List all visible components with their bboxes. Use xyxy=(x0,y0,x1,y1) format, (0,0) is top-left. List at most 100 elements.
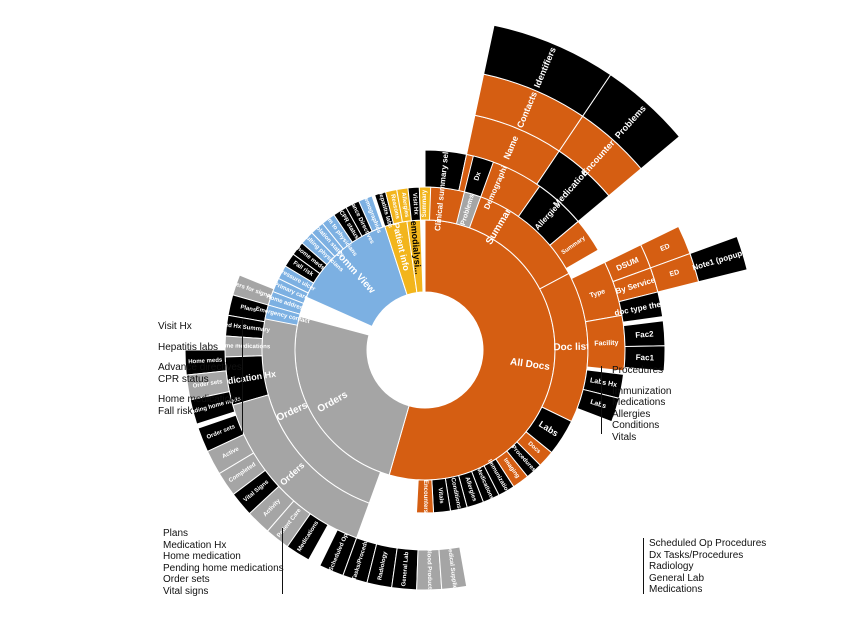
left-list-item: Vital signs xyxy=(163,585,209,597)
sunburst-segment: Fac1 xyxy=(623,345,666,372)
left-list-bottom: Plans Medication Hx Home medication Pend… xyxy=(163,528,284,597)
right-list-item: Dx Tasks/Procedures xyxy=(649,549,744,561)
segment-label: Doc list xyxy=(553,342,590,354)
segment-arc xyxy=(345,200,373,237)
sunburst-segment: Facility xyxy=(584,314,626,372)
segment-label: Medical Supplies xyxy=(446,544,458,594)
right-list-item: Radiology xyxy=(649,561,694,572)
segment-label: Home meds xyxy=(188,358,223,366)
segment-arc xyxy=(358,195,384,232)
segment-arc xyxy=(366,543,398,589)
right-list-item: Medications xyxy=(649,584,703,595)
segment-arc xyxy=(321,214,353,250)
segment-arc xyxy=(292,242,328,275)
sunburst-segment: Medical Supplies xyxy=(438,544,468,594)
sunburst-segment: doc type the... xyxy=(614,291,668,323)
segment-arc xyxy=(248,485,295,532)
sunburst-segment: Problems xyxy=(581,74,681,170)
segment-arc xyxy=(301,232,336,266)
segment-label: Vitals xyxy=(436,487,444,504)
segment-arc xyxy=(272,277,309,305)
segment-label: Summary xyxy=(422,189,428,217)
left-list-item: Pending home medications xyxy=(163,562,284,574)
segment-arc xyxy=(197,414,245,453)
segment-arc xyxy=(415,479,435,514)
sunburst-segment: Note1 (popup) xyxy=(689,235,748,283)
segment-label: Allergies xyxy=(400,192,410,219)
segment-arc xyxy=(264,304,301,326)
sunburst-segment: General Lab xyxy=(391,547,419,591)
segment-label: Dx xyxy=(473,171,482,182)
segment-arc xyxy=(438,546,468,590)
left-list-item: Home medications xyxy=(158,394,241,405)
sunburst-segment: Medications xyxy=(286,513,329,561)
segment-arc xyxy=(581,74,681,170)
sunburst-hub xyxy=(367,292,483,408)
right-list-item: Medications xyxy=(612,397,666,408)
segment-arc xyxy=(689,235,748,283)
left-list-item: Home medication xyxy=(163,551,241,562)
segment-label: Labs Hx xyxy=(589,377,617,389)
sunburst-segment: Radiology xyxy=(366,543,398,589)
segment-label: Reasons xyxy=(389,194,400,220)
sunburst-segment: Problems xyxy=(455,191,482,229)
segment-label: Encounters xyxy=(422,480,428,514)
sunburst-segment: Labs xyxy=(576,388,620,423)
segment-arc xyxy=(549,220,599,270)
segment-arc xyxy=(267,290,305,315)
sunburst-segment: Med Hx Summary xyxy=(219,314,271,340)
sunburst-segment: Pending home meds xyxy=(183,390,242,425)
segment-arc xyxy=(185,370,230,401)
sunburst-segment: Activity xyxy=(248,485,295,532)
left-list-item: Advance directives xyxy=(158,362,242,373)
segment-label: Type xyxy=(589,288,606,300)
sunburst-segment: Blood Products xyxy=(416,548,443,593)
segment-arc xyxy=(189,390,236,425)
segment-label: Plans xyxy=(240,304,258,314)
segment-arc xyxy=(284,253,321,284)
left-top-bracket xyxy=(236,320,243,434)
segment-arc xyxy=(618,291,664,323)
segment-arc xyxy=(286,513,329,561)
segment-arc xyxy=(218,452,266,496)
sunburst-segment: Orders xyxy=(232,394,370,539)
segment-arc xyxy=(463,155,495,198)
segment-label: Home medications xyxy=(217,343,271,350)
segment-arc xyxy=(232,469,280,515)
segment-arc xyxy=(416,548,443,591)
segment-label: Fac1 xyxy=(636,353,655,363)
sunburst-segment: Order sets xyxy=(185,370,230,401)
left-list-item: Medication Hx xyxy=(163,539,227,551)
segment-arc xyxy=(342,537,378,584)
right-bottom-bracket xyxy=(643,538,650,594)
sunburst-segment: Active xyxy=(206,433,255,475)
sunburst-segment: Labs xyxy=(525,406,573,454)
sunburst-segment: Contacts xyxy=(474,73,584,152)
left-list-item: Plans xyxy=(163,528,189,539)
segment-label: General Lab xyxy=(401,551,410,586)
left-list-item: Visit Hx xyxy=(158,321,192,332)
segment-arc xyxy=(311,222,344,258)
sunburst-segment: Medication Hx xyxy=(215,355,277,406)
sunburst-segment: Summary xyxy=(549,220,599,270)
right-list-item: Allergies xyxy=(612,408,651,420)
segment-label: Blood Products xyxy=(425,548,432,593)
sunburst-segment: Dx Tasks/Procedures xyxy=(342,530,378,590)
segment-arc xyxy=(277,265,315,294)
segment-arc xyxy=(266,500,311,548)
segment-label: ED xyxy=(659,243,671,253)
left-list-item: Hepatitis labs xyxy=(158,341,219,353)
right-top-bracket xyxy=(601,366,608,434)
left-list-top: Visit Hx Hepatitis labs Advance directiv… xyxy=(158,321,242,417)
sunburst-segment: Fac2 xyxy=(622,320,666,348)
left-list-item: Fall risk xyxy=(158,405,193,417)
segment-arc xyxy=(319,529,358,577)
right-list-item: Immunization xyxy=(612,385,672,397)
segment-label: Fac2 xyxy=(635,329,654,339)
sunburst-segment: Order sets xyxy=(197,414,245,453)
segment-arc xyxy=(576,388,620,423)
right-list-item: Vitals xyxy=(612,431,637,443)
segment-arc xyxy=(206,433,255,475)
segment-arc xyxy=(418,186,432,221)
